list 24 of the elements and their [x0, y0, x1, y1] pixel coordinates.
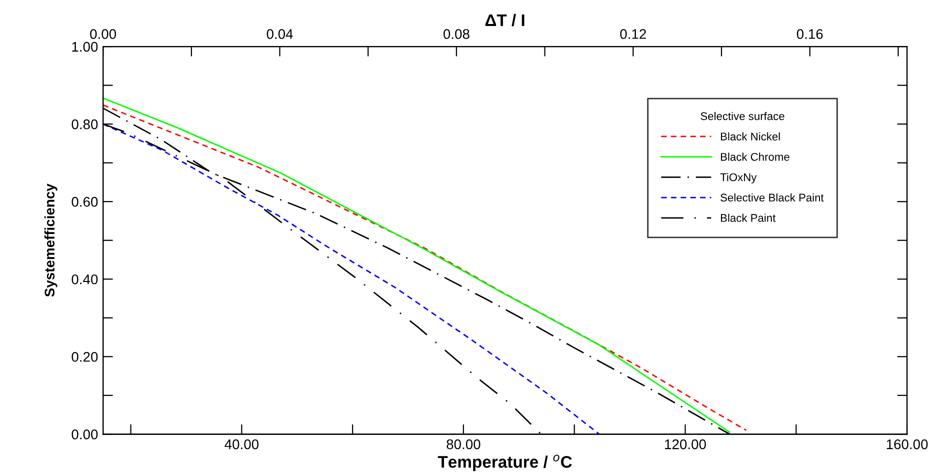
y-tick-label: 0.80: [72, 119, 98, 130]
x2-tick-label: 0.00: [90, 29, 116, 39]
legend-title: Selective surface: [700, 112, 784, 120]
x2-tick-label: 0.08: [443, 29, 470, 39]
x2-axis-title: ΔT / I: [485, 14, 524, 26]
y-tick-label: 0.60: [72, 196, 98, 207]
legend-label: Black Nickel: [720, 132, 780, 140]
legend-label: Selective Black Paint: [720, 193, 824, 202]
x2-tick-label: 0.04: [266, 29, 293, 39]
legend-label: TiOxNy: [720, 173, 757, 184]
x2-tick-label: 0.12: [620, 29, 646, 39]
y-axis-title: Systemefficiency: [44, 184, 58, 297]
x-axis-title: Temperature / $^{o}$C: [438, 454, 572, 472]
x-tick-label: 80.00: [446, 439, 480, 450]
legend-label: Black Paint: [720, 214, 776, 222]
x-tick-label: 120.00: [665, 439, 706, 450]
legend-label: Black Chrome: [720, 152, 790, 161]
x-tick-label: 40.00: [224, 439, 259, 450]
x2-tick-label: 0.16: [796, 29, 823, 39]
y-tick-label: 0.00: [72, 429, 98, 440]
y-tick-label: 0.20: [72, 352, 98, 362]
y-tick-label: 1.00: [72, 42, 98, 52]
x-tick-label: 160.00: [886, 439, 928, 450]
y-tick-label: 0.40: [72, 274, 98, 284]
